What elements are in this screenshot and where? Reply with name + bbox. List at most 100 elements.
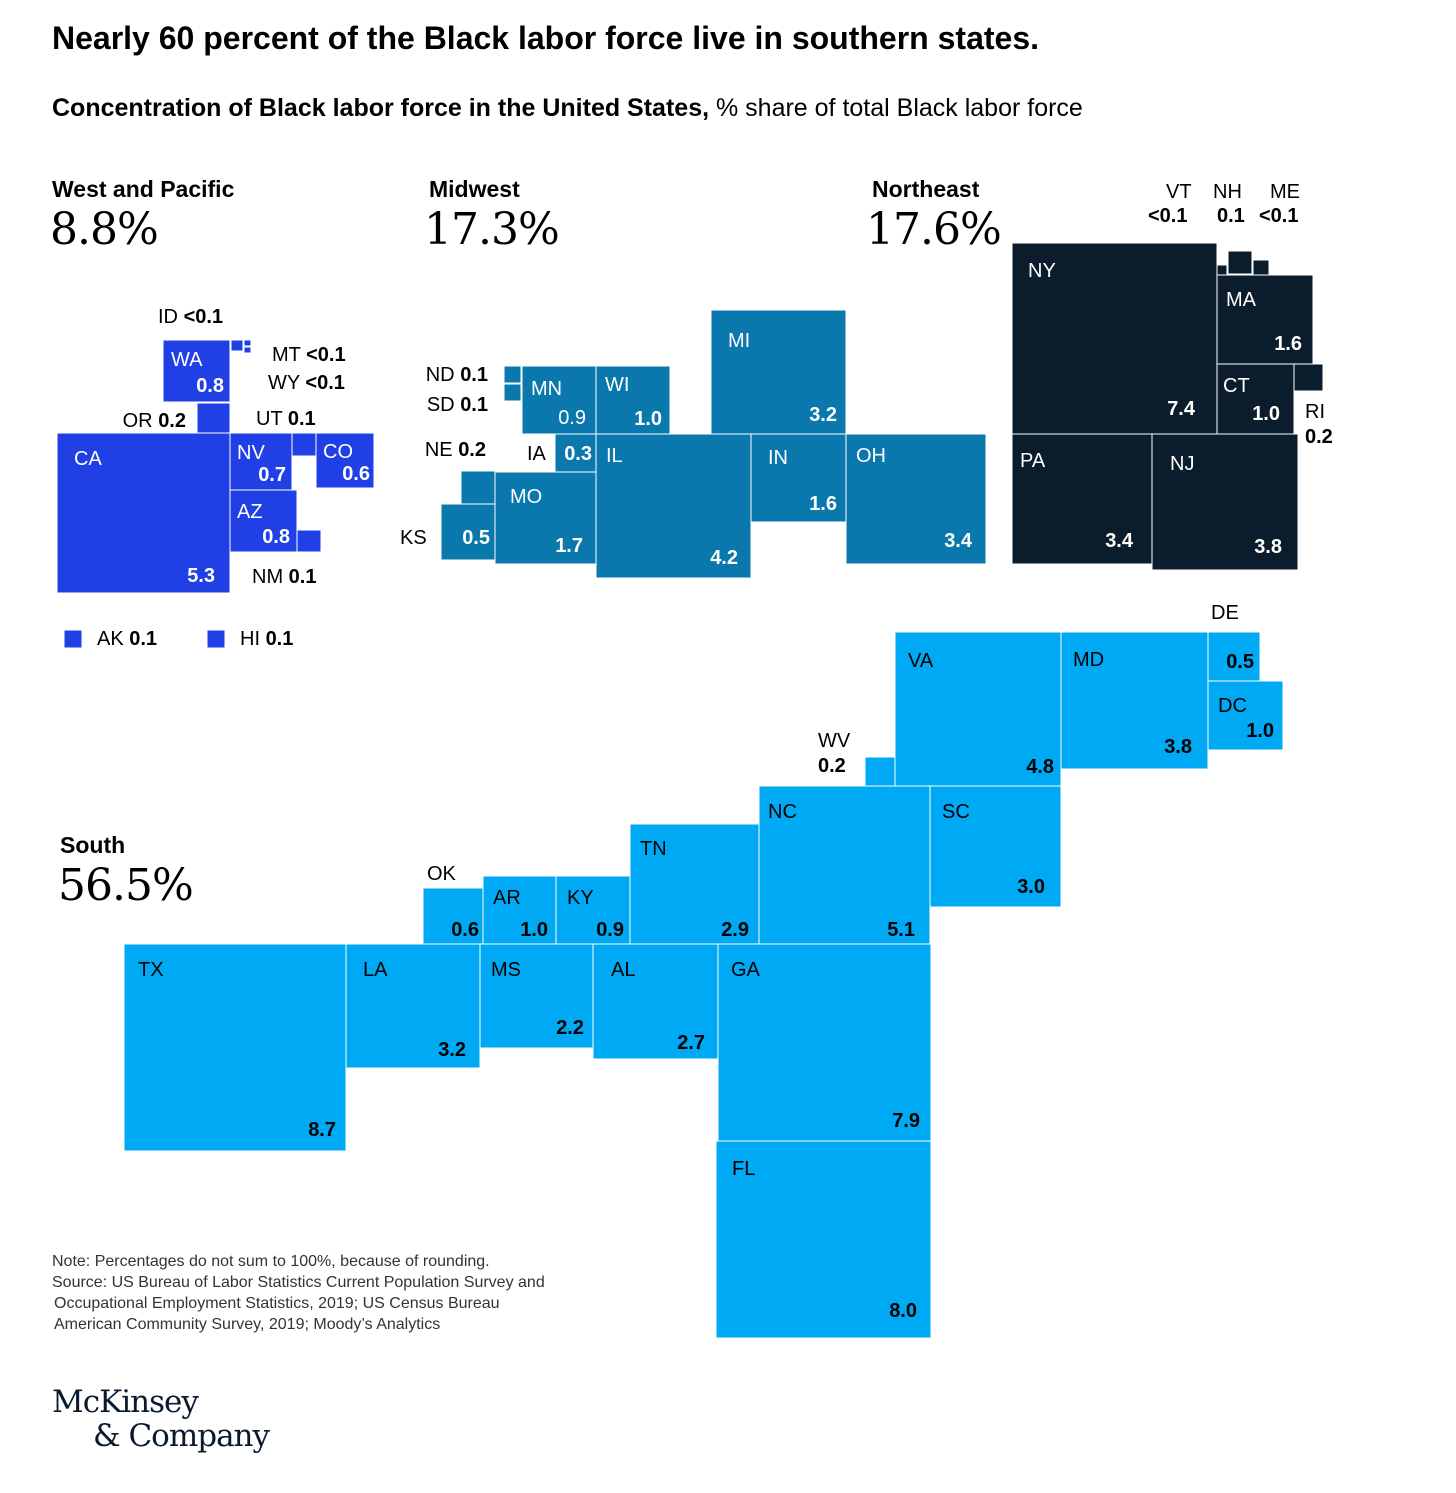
note-line: Note: Percentages do not sum to 100%, be…: [52, 1253, 490, 1270]
tile-il: [595, 433, 752, 579]
value-ga: 7.9: [892, 1110, 920, 1132]
value-wa: 0.8: [196, 375, 224, 397]
chart-subtitle: Concentration of Black labor force in th…: [52, 94, 1083, 123]
label-or: OR 0.2: [123, 410, 186, 432]
tile-ks: [440, 503, 496, 561]
abbr-sc: SC: [942, 801, 970, 823]
tile-vt: [1216, 264, 1228, 276]
tile-tn: [629, 823, 760, 945]
state-value: 0.1: [460, 394, 488, 416]
state-abbr: ND: [426, 364, 460, 386]
value-la: 3.2: [438, 1039, 466, 1061]
source-line: Source: US Bureau of Labor Statistics Cu…: [52, 1274, 545, 1291]
region-value-south: 56.5%: [58, 860, 194, 911]
tile-id: [230, 339, 244, 352]
value-mo: 1.7: [555, 535, 583, 557]
abbr-ky: KY: [567, 887, 594, 909]
tile-or: [196, 402, 231, 434]
state-abbr: NE: [425, 439, 458, 461]
tile-az: [229, 489, 298, 553]
value-ks: 0.5: [462, 527, 490, 549]
value-ny: 7.4: [1167, 398, 1196, 420]
tile-ut: [291, 432, 317, 457]
tile-mn: [521, 365, 597, 435]
tile-al: [592, 943, 719, 1060]
abbr-il: IL: [606, 445, 623, 467]
value-nj: 3.8: [1254, 536, 1282, 558]
tile-mo: [494, 471, 597, 565]
value-de: 0.5: [1226, 651, 1254, 673]
tile-va: [894, 631, 1062, 787]
state-value: 0.1: [129, 628, 157, 650]
value-wi: 1.0: [634, 408, 662, 430]
abbr-ks: KS: [400, 527, 427, 549]
state-abbr: MT: [272, 344, 306, 366]
label-ak: AK 0.1: [97, 628, 157, 650]
source-line: American Community Survey, 2019; Moody’s…: [54, 1316, 441, 1333]
label-sd: SD 0.1: [427, 394, 488, 416]
value-fl: 8.0: [889, 1300, 917, 1322]
abbr-wv: WV: [818, 730, 851, 752]
value-vt: <0.1: [1148, 205, 1187, 227]
footnote: Note: Percentages do not sum to 100%, be…: [52, 1251, 545, 1335]
value-ky: 0.9: [596, 919, 624, 941]
value-nh: 0.1: [1217, 205, 1245, 227]
value-me: <0.1: [1259, 205, 1298, 227]
value-ri: 0.2: [1305, 426, 1333, 448]
tile-mt: [243, 339, 252, 347]
abbr-mn: MN: [531, 378, 562, 400]
tile-ga: [717, 943, 932, 1142]
abbr-wa: WA: [171, 349, 203, 371]
value-sc: 3.0: [1017, 876, 1045, 898]
label-nm: NM 0.1: [252, 566, 316, 588]
abbr-ga: GA: [731, 959, 761, 981]
tile-wa: [162, 339, 231, 403]
state-value: 0.1: [266, 628, 294, 650]
state-value: 0.1: [289, 566, 317, 588]
tile-dc: [1207, 680, 1284, 751]
abbr-md: MD: [1073, 649, 1104, 671]
abbr-nv: NV: [237, 442, 265, 464]
subtitle-bold: Concentration of Black labor force in th…: [52, 94, 710, 122]
value-md: 3.8: [1164, 736, 1192, 758]
value-az: 0.8: [262, 526, 290, 548]
tile-in: [750, 433, 847, 523]
tile-la: [345, 943, 481, 1069]
tile-nh: [1227, 250, 1253, 275]
label-wy: WY <0.1: [268, 372, 345, 394]
tile-sc: [929, 785, 1062, 908]
value-ia: 0.3: [564, 443, 592, 465]
state-abbr: WY: [268, 372, 305, 394]
value-ct: 1.0: [1252, 403, 1280, 425]
abbr-nh: NH: [1213, 181, 1242, 203]
value-ma: 1.6: [1274, 333, 1302, 355]
tile-ms: [479, 943, 594, 1049]
tile-ri: [1293, 363, 1324, 392]
state-value: 0.2: [458, 439, 486, 461]
state-value: 0.1: [288, 408, 316, 430]
abbr-ri: RI: [1305, 401, 1325, 423]
abbr-al: AL: [611, 959, 635, 981]
abbr-nc: NC: [768, 801, 797, 823]
value-ca: 5.3: [187, 565, 215, 587]
abbr-nj: NJ: [1170, 453, 1194, 475]
tile-hi: [206, 629, 226, 649]
value-mi: 3.2: [809, 404, 837, 426]
tile-wv: [864, 756, 896, 787]
abbr-in: IN: [768, 447, 788, 469]
tile-ok: [422, 887, 484, 945]
label-hi: HI 0.1: [240, 628, 293, 650]
abbr-az: AZ: [237, 501, 263, 523]
abbr-ar: AR: [493, 887, 521, 909]
abbr-mi: MI: [728, 330, 750, 352]
abbr-dc: DC: [1218, 695, 1247, 717]
value-dc: 1.0: [1246, 720, 1274, 742]
abbr-vt: VT: [1166, 181, 1192, 203]
label-ut: UT 0.1: [256, 408, 316, 430]
state-abbr: SD: [427, 394, 460, 416]
value-il: 4.2: [710, 547, 738, 569]
value-wv: 0.2: [818, 755, 846, 777]
tile-wy: [243, 346, 252, 354]
region-name-south: South: [60, 832, 126, 858]
